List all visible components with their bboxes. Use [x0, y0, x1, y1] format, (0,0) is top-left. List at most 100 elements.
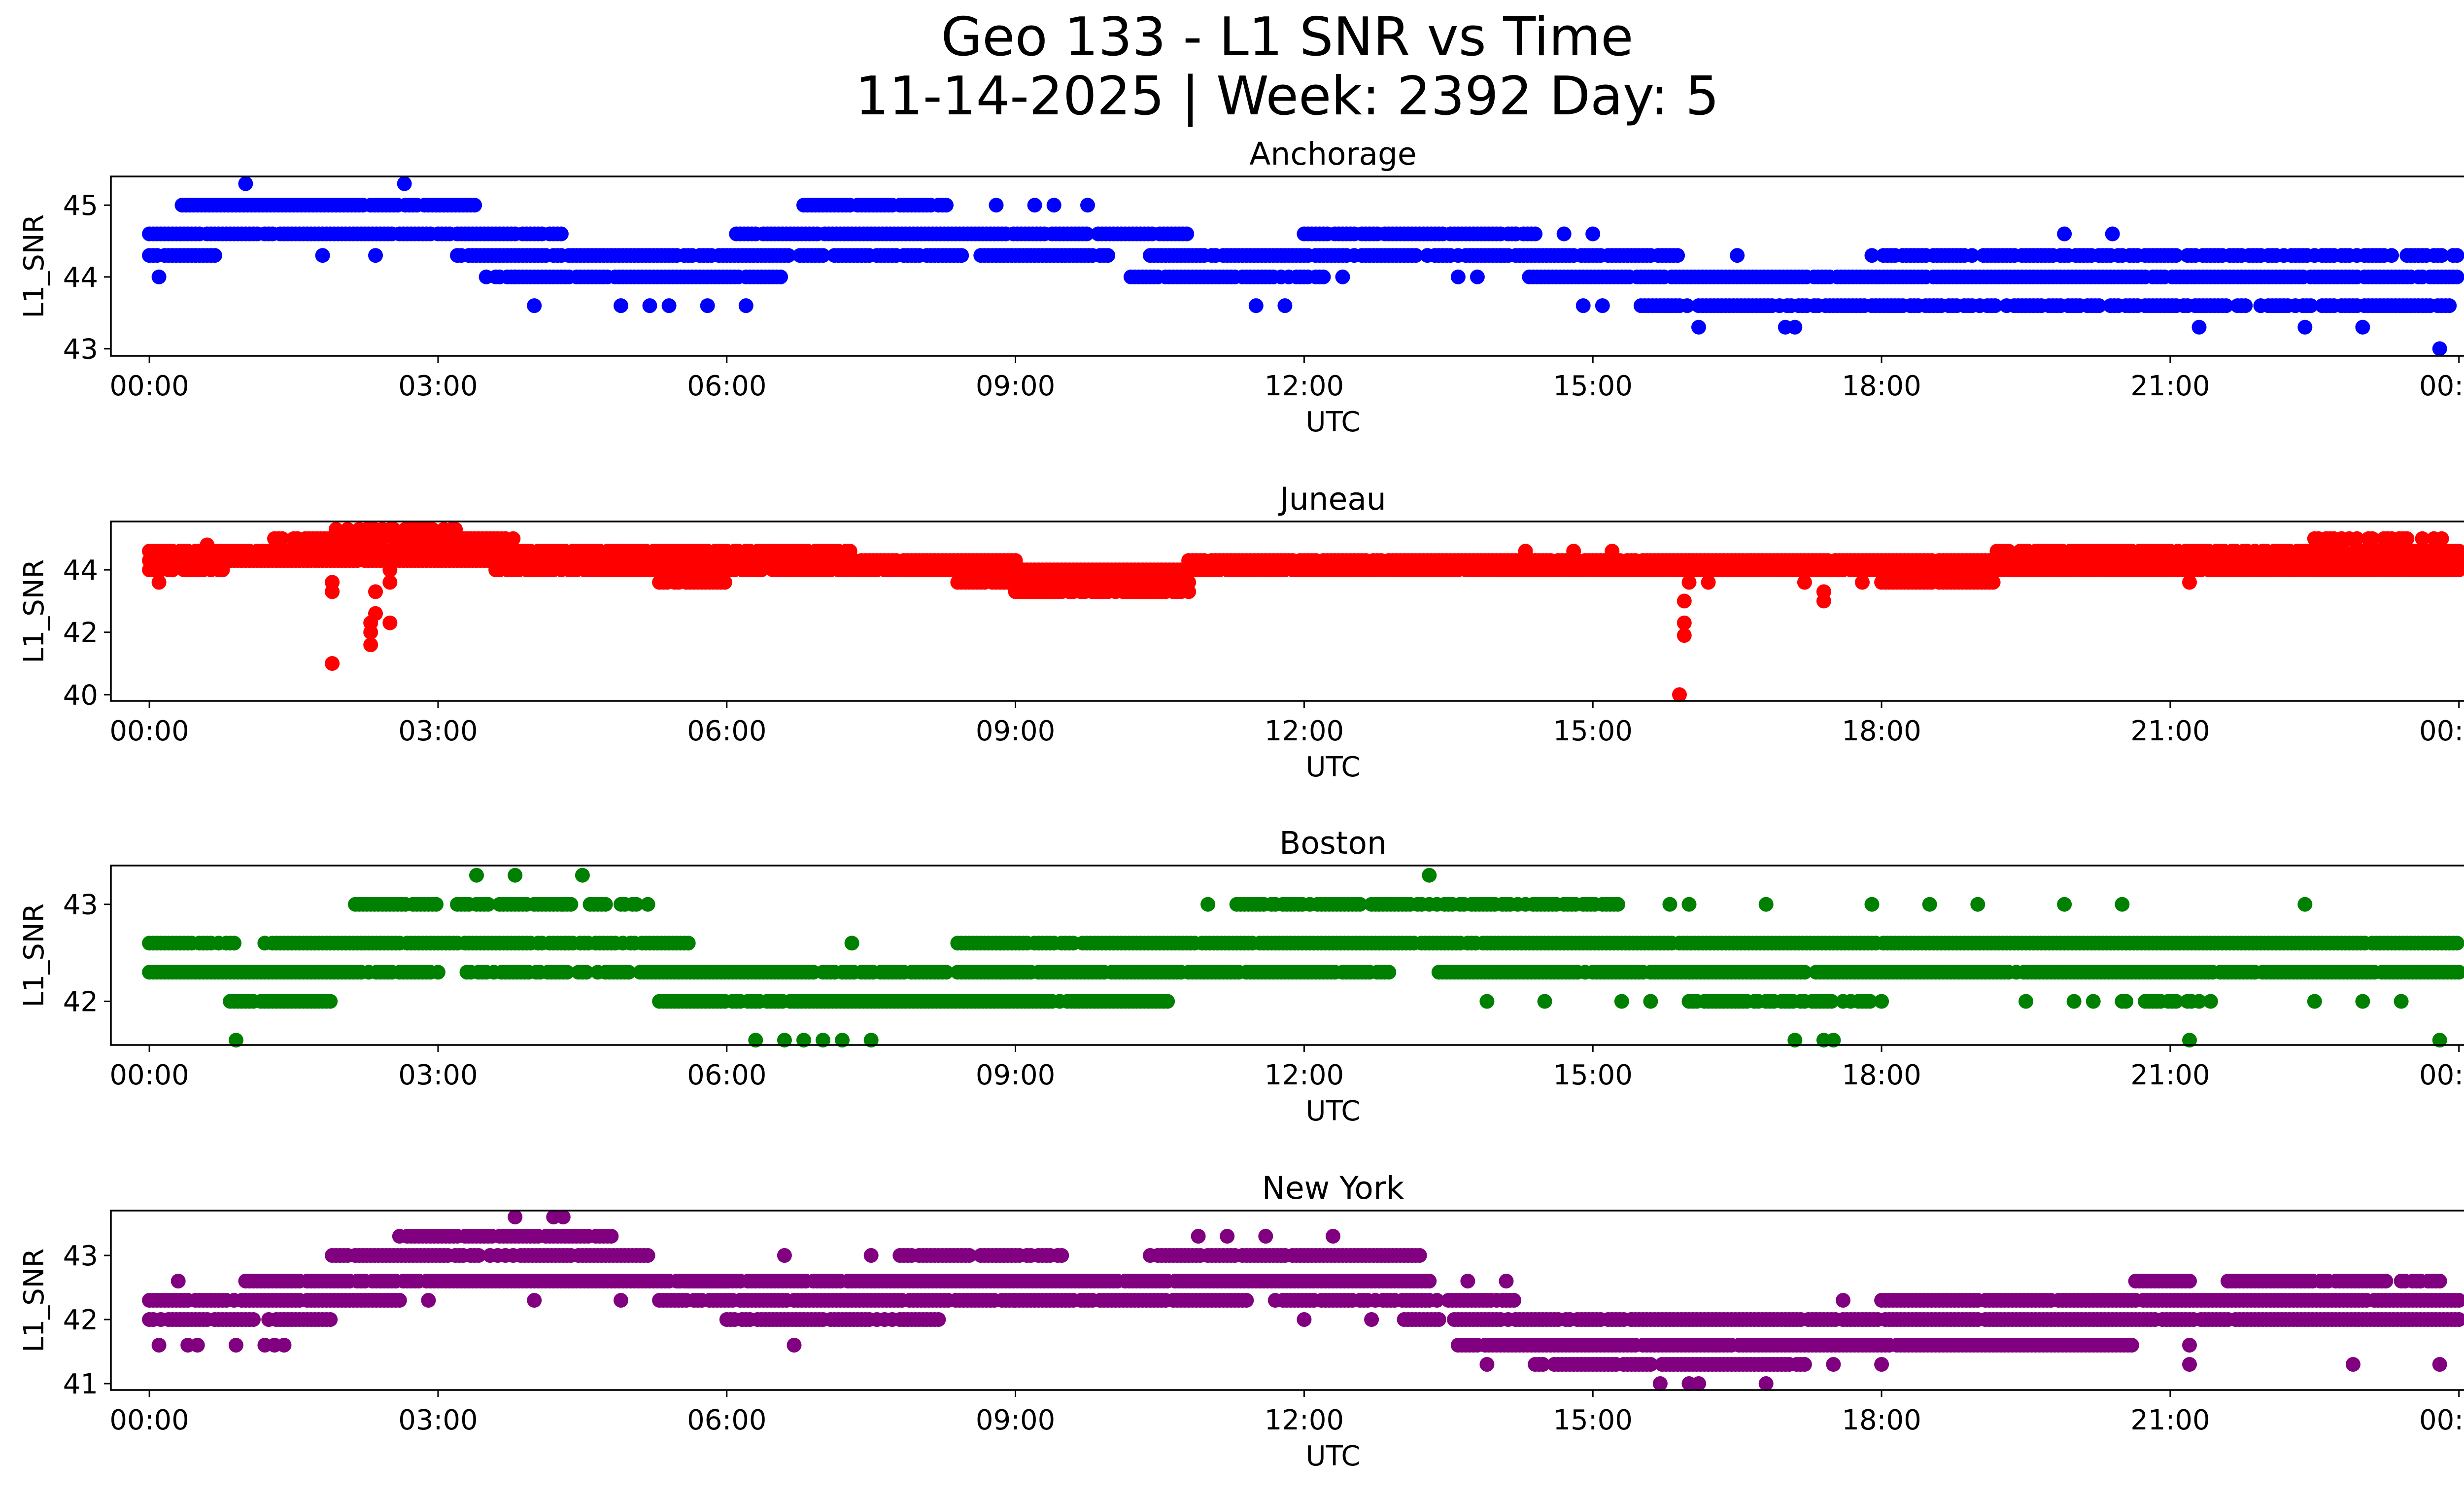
data-point	[151, 575, 167, 590]
data-point	[700, 298, 715, 313]
x-tick-label: 03:00	[398, 1059, 478, 1091]
figure-title-line2: 11-14-2025 | Week: 2392 Day: 5	[855, 66, 1719, 127]
data-point	[614, 298, 628, 313]
data-point	[1518, 544, 1533, 559]
y-axis-label: L1_SNR	[18, 559, 50, 663]
data-point	[1422, 868, 1437, 883]
data-point	[553, 226, 569, 242]
data-point	[954, 248, 969, 263]
x-tick-label: 21:00	[2130, 715, 2210, 747]
data-point	[717, 575, 732, 590]
data-point	[1816, 584, 1831, 599]
data-point	[781, 248, 796, 263]
x-tick-label: 00:00	[2419, 715, 2464, 747]
data-point	[2449, 269, 2464, 284]
data-point	[368, 248, 383, 263]
subplot-title: Juneau	[1278, 481, 1386, 517]
data-point	[467, 198, 482, 213]
data-point	[2303, 298, 2318, 313]
data-point	[238, 176, 253, 191]
data-point	[1408, 248, 1423, 263]
data-point	[2355, 994, 2370, 1009]
data-point	[816, 248, 830, 263]
data-point	[681, 936, 696, 951]
data-point	[1595, 298, 1610, 313]
data-point	[1730, 248, 1745, 263]
y-tick-label: 43	[63, 889, 98, 921]
data-point	[1450, 269, 1466, 284]
data-point	[2394, 994, 2409, 1009]
data-point	[2399, 531, 2415, 546]
data-point	[1610, 897, 1625, 912]
data-point	[1335, 269, 1350, 284]
data-point	[1508, 226, 1523, 242]
data-point	[1277, 298, 1293, 313]
data-point	[1864, 897, 1880, 912]
data-point	[397, 176, 412, 191]
data-point	[1855, 575, 1870, 590]
data-point	[151, 269, 167, 284]
x-tick-label: 09:00	[976, 1059, 1055, 1091]
y-tick-label: 45	[63, 190, 98, 222]
subplot-title: New York	[1262, 1170, 1404, 1206]
data-point	[382, 615, 398, 630]
data-point	[1585, 226, 1601, 242]
data-point	[215, 562, 230, 578]
data-point	[246, 1312, 261, 1327]
data-point	[2384, 248, 2399, 263]
data-point	[1672, 687, 1687, 702]
data-point	[2297, 897, 2313, 912]
x-tick-label: 18:00	[1842, 715, 1921, 747]
data-point	[508, 868, 523, 883]
data-point	[2115, 897, 2130, 912]
x-tick-label: 15:00	[1553, 370, 1633, 402]
data-point	[1681, 575, 1697, 590]
x-axis-label: UTC	[1305, 751, 1360, 783]
data-point	[2091, 298, 2107, 313]
data-point	[1691, 319, 1706, 335]
y-tick-label: 40	[63, 679, 98, 711]
data-point	[1079, 226, 1095, 242]
data-point	[2442, 298, 2457, 313]
data-point	[2355, 319, 2370, 335]
data-point	[207, 248, 222, 263]
data-point	[323, 1312, 338, 1327]
data-point	[2434, 531, 2449, 546]
x-tick-label: 00:00	[109, 715, 189, 747]
data-point	[479, 269, 494, 284]
data-point	[1179, 226, 1195, 242]
data-point	[1677, 593, 1692, 609]
data-point	[527, 298, 542, 313]
data-point	[2449, 936, 2464, 951]
data-point	[2168, 248, 2184, 263]
data-point	[227, 936, 241, 951]
x-tick-label: 15:00	[1553, 715, 1633, 747]
data-point	[1605, 544, 1620, 559]
x-tick-label: 06:00	[687, 1059, 766, 1091]
data-point	[323, 994, 338, 1009]
data-point	[842, 544, 857, 559]
data-point	[1797, 575, 1812, 590]
data-point	[2191, 319, 2207, 335]
data-point	[1575, 298, 1591, 313]
data-point	[989, 198, 1004, 213]
data-point	[1987, 298, 2003, 313]
x-tick-label: 06:00	[687, 370, 766, 402]
data-point	[661, 298, 677, 313]
x-tick-label: 00:00	[2419, 370, 2464, 402]
y-tick-label: 44	[63, 262, 98, 294]
data-point	[448, 522, 463, 537]
data-point	[2057, 226, 2072, 242]
data-point	[598, 897, 613, 912]
data-point	[1027, 198, 1042, 213]
data-point	[2307, 994, 2322, 1009]
x-tick-label: 09:00	[976, 715, 1055, 747]
data-point	[506, 531, 521, 546]
data-point	[640, 897, 655, 912]
x-tick-label: 21:00	[2130, 370, 2210, 402]
data-point	[1528, 226, 1543, 242]
data-point	[2057, 897, 2072, 912]
